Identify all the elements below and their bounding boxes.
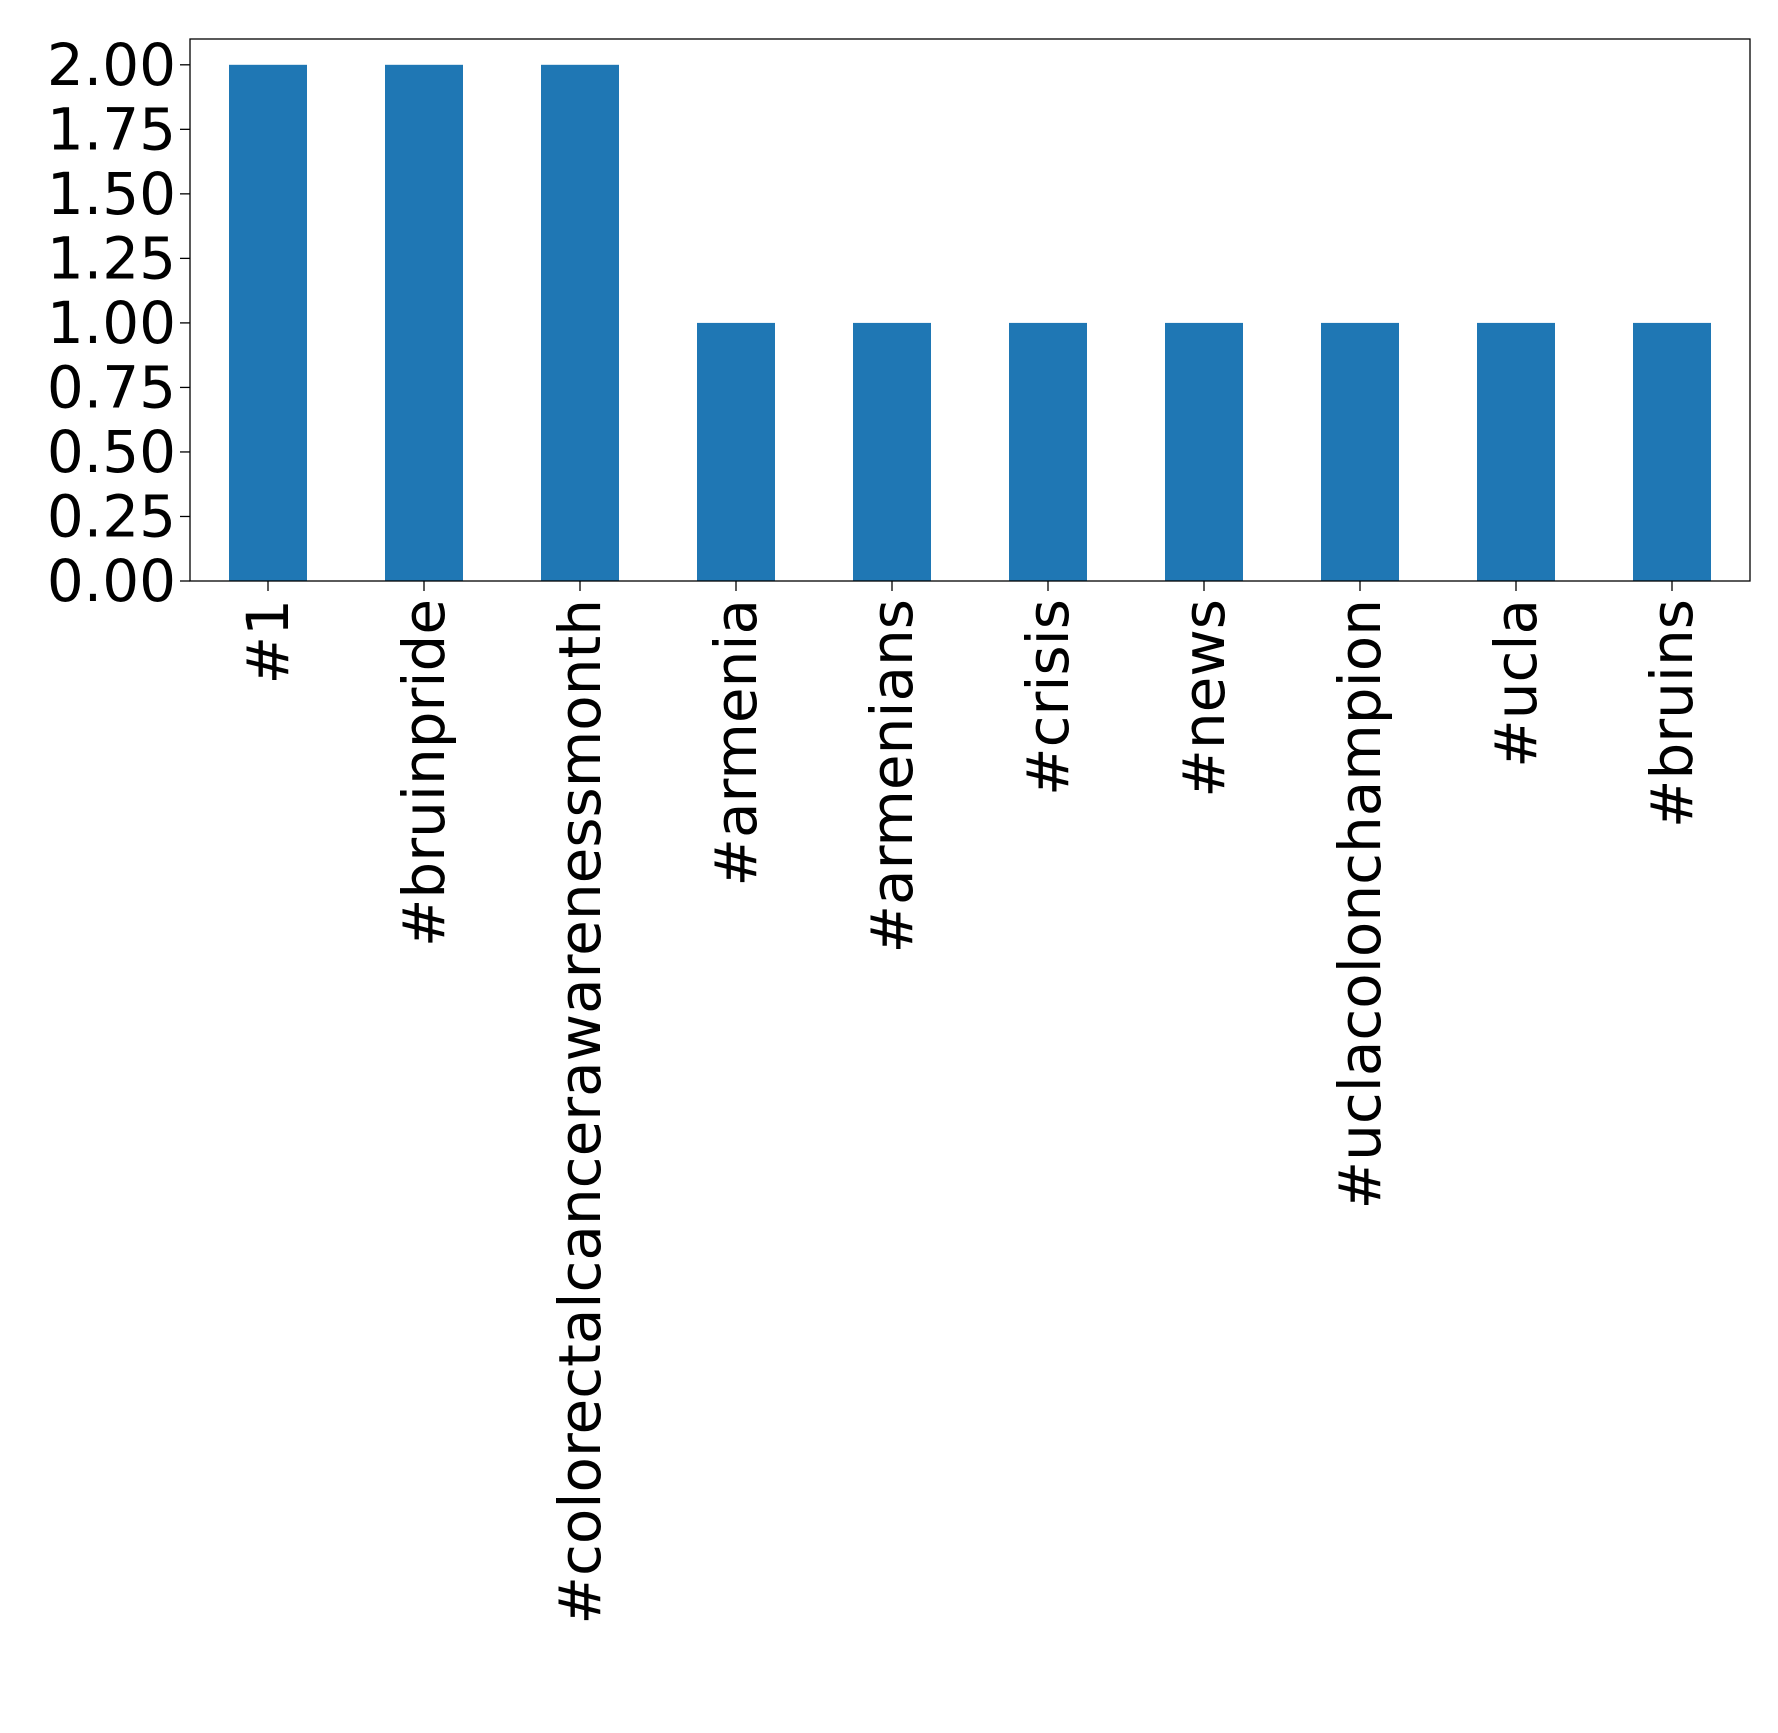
x-tick-label-7: #uclacolonchampion xyxy=(1326,599,1394,1210)
plot-area-frame xyxy=(189,38,1751,582)
bar-1 xyxy=(385,64,463,582)
x-tick-label-3: #armenia xyxy=(702,599,770,887)
y-tick-label-6: 1.50 xyxy=(47,160,176,228)
bar-4 xyxy=(853,322,931,581)
bar-0 xyxy=(229,64,307,582)
bar-2 xyxy=(541,64,619,582)
x-tick-label-4: #armenians xyxy=(858,599,926,954)
y-tick-label-3: 0.75 xyxy=(47,353,176,421)
bar-8 xyxy=(1477,322,1555,581)
y-tick-label-0: 0.00 xyxy=(47,547,176,615)
y-tick-label-4: 1.00 xyxy=(47,289,176,357)
bar-9 xyxy=(1633,322,1711,581)
x-axis: #1 #bruinpride #colorectalcancerawarenessm… xyxy=(234,581,1706,1625)
x-tick-label-1: #bruinpride xyxy=(390,599,458,947)
x-tick-label-0: #1 xyxy=(234,599,302,685)
x-tick-label-8: #ucla xyxy=(1482,599,1550,768)
x-tick-label-6: #news xyxy=(1170,599,1238,798)
bar-5 xyxy=(1009,322,1087,581)
y-tick-label-1: 0.25 xyxy=(47,482,176,550)
x-tick-label-9: #bruins xyxy=(1638,599,1706,828)
y-tick-label-5: 1.25 xyxy=(47,224,176,292)
y-tick-label-2: 0.50 xyxy=(47,418,176,486)
bar-7 xyxy=(1321,322,1399,581)
y-tick-label-8: 2.00 xyxy=(47,31,176,99)
x-tick-label-5: #crisis xyxy=(1014,599,1082,796)
bar-3 xyxy=(697,322,775,581)
bar-6 xyxy=(1165,322,1243,581)
x-tick-label-2: #colorectalcancerawarenessmonth xyxy=(546,599,614,1625)
bars-group xyxy=(229,64,1711,582)
y-tick-label-7: 1.75 xyxy=(47,95,176,163)
y-axis: 0.000.250.500.751.001.251.501.752.00 xyxy=(47,31,190,615)
